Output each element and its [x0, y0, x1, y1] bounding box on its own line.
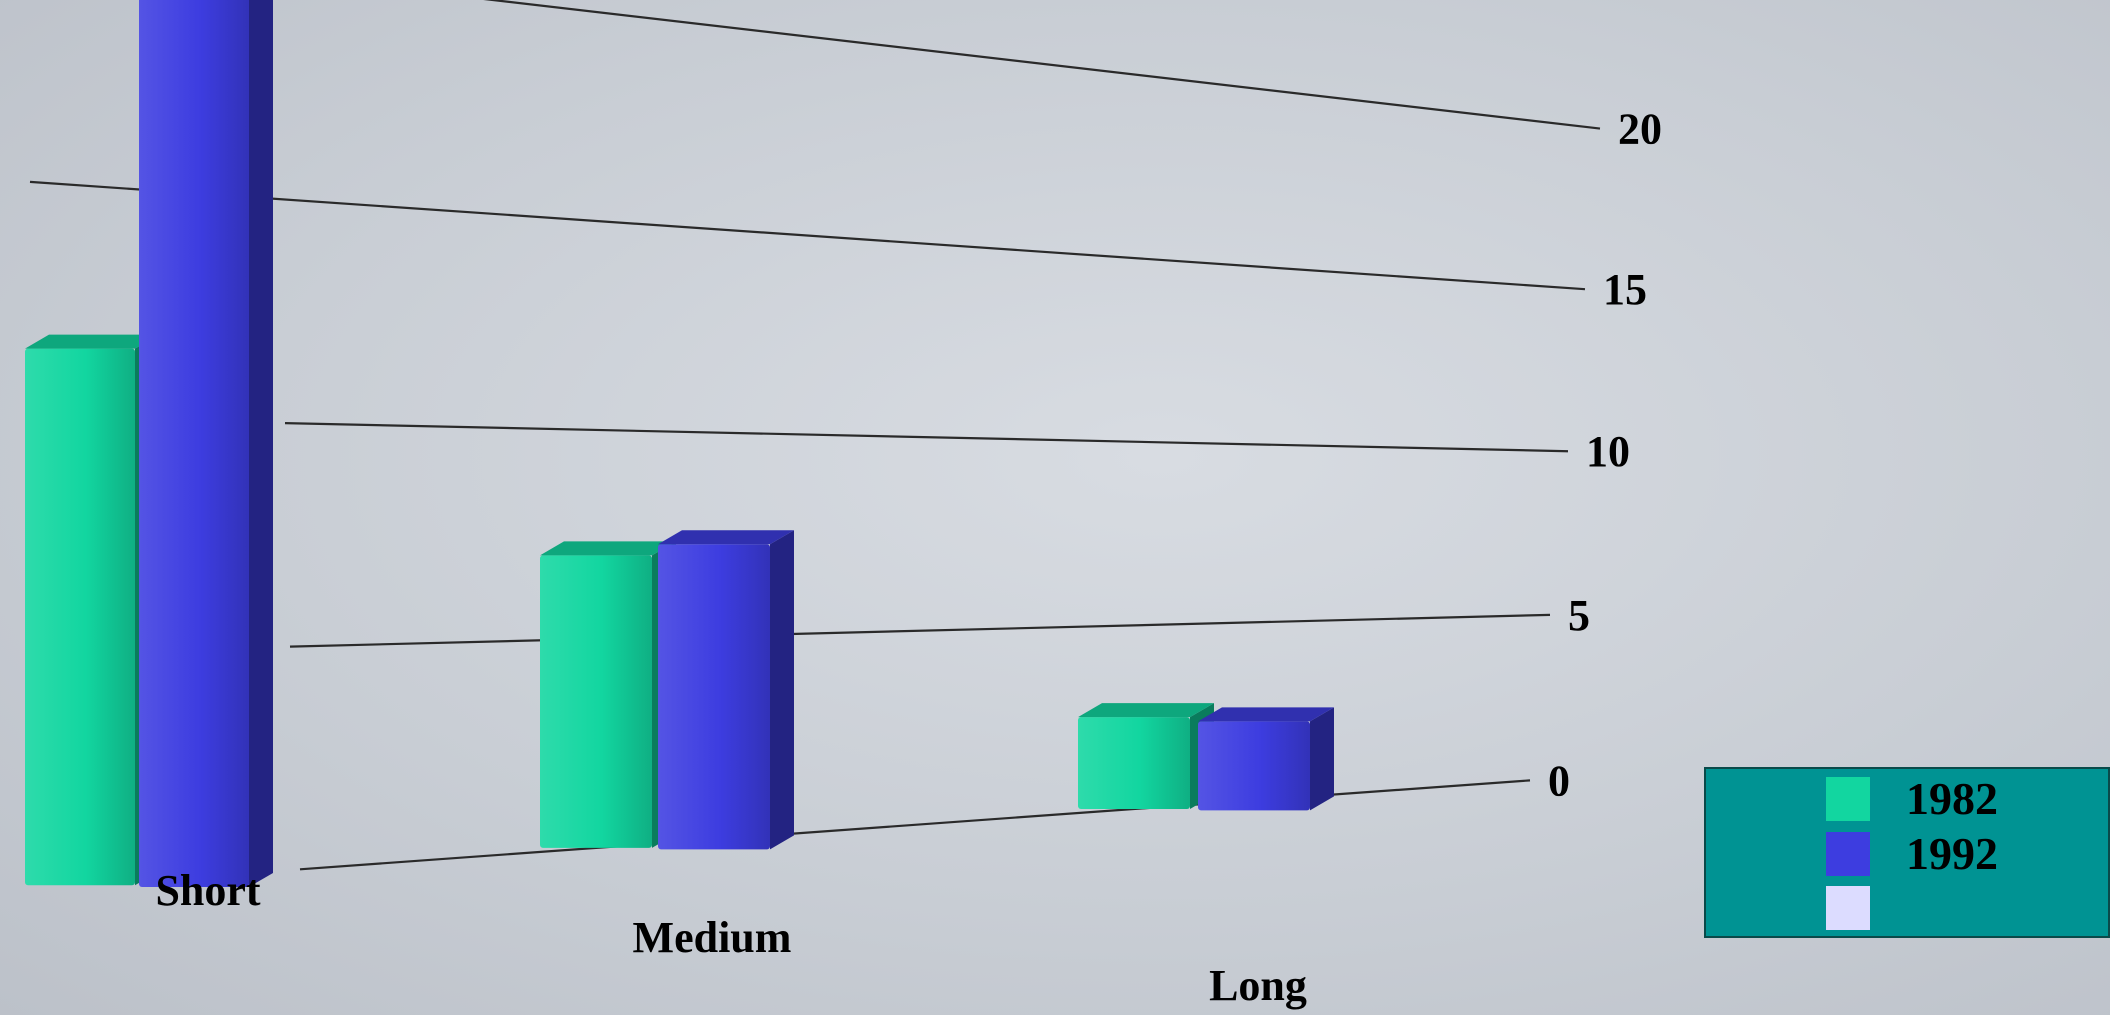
- legend-item-1982: 1982: [1826, 773, 1998, 824]
- legend-label-1992: 1992: [1906, 828, 1998, 879]
- y-tick-label-10: 10: [1586, 427, 1630, 476]
- category-label-medium: Medium: [633, 913, 792, 962]
- bar-medium-1982: [540, 541, 676, 848]
- bar-side-face: [770, 530, 794, 850]
- y-tick-label-20: 20: [1618, 105, 1662, 154]
- bar-front-face: [540, 555, 652, 848]
- legend-swatch-1982: [1826, 777, 1870, 821]
- legend-swatch-empty: [1826, 886, 1870, 930]
- bar-medium-1992: [658, 530, 794, 850]
- y-tick-label-5: 5: [1568, 591, 1590, 640]
- bar-front-face: [1198, 721, 1310, 811]
- gridline-20: [483, 0, 1601, 130]
- bar-front-face: [1078, 717, 1190, 809]
- y-tick-label-15: 15: [1603, 265, 1647, 314]
- legend-item-1992: 1992: [1826, 828, 1998, 879]
- gridline-0: [299, 779, 1531, 871]
- legend: 1982 1992: [1704, 767, 2110, 938]
- bar-front-face: [139, 0, 249, 887]
- bar-short-1992: [139, 0, 273, 887]
- y-tick-label-0: 0: [1548, 756, 1570, 805]
- bar-short-1982: [25, 334, 159, 886]
- gridline-15: [29, 180, 1586, 291]
- bar-top-face: [540, 541, 676, 556]
- bar-top-face: [1198, 707, 1334, 722]
- bar-long-1982: [1078, 703, 1214, 809]
- gridline-10: [284, 422, 1569, 453]
- bar-top-face: [25, 334, 159, 349]
- legend-item-empty: [1826, 886, 1906, 930]
- bar-front-face: [25, 348, 135, 886]
- bar-long-1992: [1198, 707, 1334, 811]
- bar-side-face: [249, 0, 273, 887]
- legend-label-1982: 1982: [1906, 773, 1998, 824]
- gridline-5: [289, 613, 1551, 648]
- category-label-short: Short: [155, 866, 260, 915]
- bar-top-face: [1078, 703, 1214, 718]
- bar-front-face: [658, 544, 770, 850]
- legend-swatch-1992: [1826, 832, 1870, 876]
- bar-side-face: [1310, 707, 1334, 811]
- bar-top-face: [658, 530, 794, 545]
- category-label-long: Long: [1209, 961, 1307, 1010]
